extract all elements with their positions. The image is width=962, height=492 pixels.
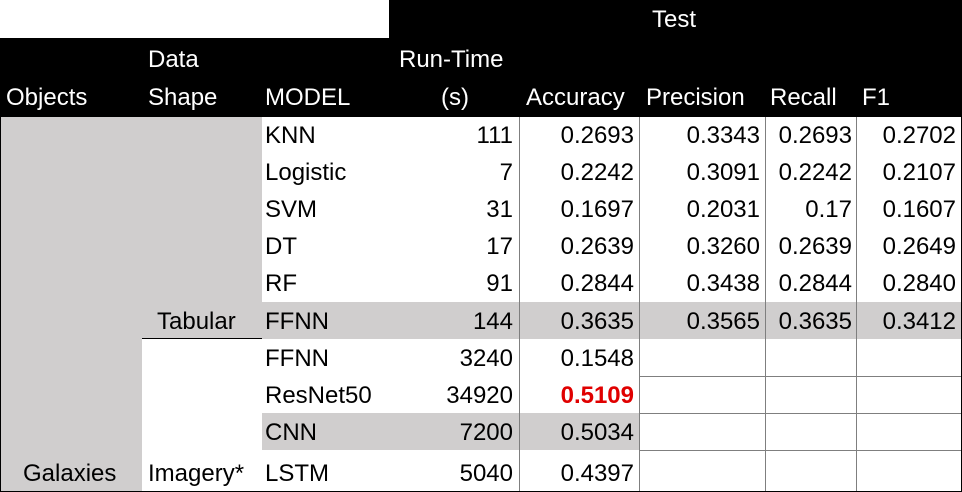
model-cell: Logistic <box>265 159 347 186</box>
imagery-shape-cell <box>142 339 262 492</box>
header-test: Test <box>652 6 697 33</box>
model-cell: CNN <box>265 419 317 446</box>
runtime-cell: 31 <box>486 196 513 223</box>
accuracy-cell: 0.2242 <box>560 159 634 186</box>
header-precision: Precision <box>646 84 745 111</box>
accuracy-cell: 0.5034 <box>560 419 634 446</box>
f1-cell: 0.2702 <box>882 122 956 149</box>
accuracy-cell: 0.1697 <box>560 196 634 223</box>
header-data-shape-line2: Shape <box>148 84 218 111</box>
runtime-cell: 7200 <box>459 419 513 446</box>
header-band <box>0 38 962 116</box>
f1-cell: 0.2649 <box>882 233 956 260</box>
recall-cell: 0.17 <box>805 196 852 223</box>
recall-cell: 0.2242 <box>778 159 852 186</box>
header-accuracy: Accuracy <box>526 84 625 111</box>
runtime-cell: 17 <box>486 233 513 260</box>
model-cell: DT <box>265 233 297 260</box>
precision-cell: 0.3091 <box>686 159 760 186</box>
grid-line <box>640 413 962 414</box>
cnn-row-shade <box>262 413 640 450</box>
recall-cell: 0.2693 <box>778 122 852 149</box>
accuracy-cell: 0.1548 <box>560 345 634 372</box>
recall-cell: 0.2639 <box>778 233 852 260</box>
precision-cell: 0.2031 <box>686 196 760 223</box>
ffnn-tabular-row-shade <box>262 302 962 339</box>
runtime-cell: 34920 <box>446 382 513 409</box>
f1-cell: 0.2107 <box>882 159 956 186</box>
accuracy-cell: 0.2844 <box>560 270 634 297</box>
grid-line <box>856 116 857 492</box>
recall-cell: 0.3635 <box>778 308 852 335</box>
runtime-cell: 111 <box>476 122 513 149</box>
accuracy-cell: 0.2693 <box>560 122 634 149</box>
runtime-cell: 3240 <box>459 345 513 372</box>
f1-cell: 0.1607 <box>882 196 956 223</box>
header-data-shape-line1: Data <box>148 46 199 73</box>
precision-cell: 0.3343 <box>686 122 760 149</box>
model-cell: SVM <box>265 196 318 223</box>
runtime-cell: 7 <box>499 159 513 186</box>
model-cell: RF <box>265 270 297 297</box>
runtime-cell: 5040 <box>459 460 513 487</box>
precision-cell: 0.3565 <box>686 308 760 335</box>
grid-line <box>640 376 962 377</box>
header-test-band <box>389 0 962 38</box>
shape-tabular: Tabular <box>157 308 236 335</box>
f1-cell: 0.3412 <box>882 308 956 335</box>
header-runtime-line1: Run-Time <box>399 46 504 73</box>
header-runtime-line2: (s) <box>441 84 469 111</box>
recall-cell: 0.2844 <box>778 270 852 297</box>
accuracy-cell: 0.2639 <box>560 233 634 260</box>
grid-line <box>765 116 766 492</box>
model-cell: FFNN <box>265 308 329 335</box>
accuracy-cell: 0.4397 <box>560 460 634 487</box>
grid-line <box>639 116 640 492</box>
precision-cell: 0.3438 <box>686 270 760 297</box>
grid-line <box>640 450 962 451</box>
runtime-cell: 91 <box>486 270 513 297</box>
shape-imagery: Imagery* <box>148 460 245 487</box>
accuracy-cell: 0.3635 <box>560 308 634 335</box>
accuracy-cell-best: 0.5109 <box>560 382 634 409</box>
runtime-cell: 144 <box>472 308 513 335</box>
header-model: MODEL <box>265 84 351 111</box>
header-f1: F1 <box>862 84 891 111</box>
f1-cell: 0.2840 <box>882 270 956 297</box>
objects-galaxies: Galaxies <box>23 460 117 487</box>
model-cell: ResNet50 <box>265 382 372 409</box>
precision-cell: 0.3260 <box>686 233 760 260</box>
model-cell: FFNN <box>265 345 329 372</box>
tabular-imagery-separator <box>142 338 262 339</box>
header-recall: Recall <box>770 84 837 111</box>
header-objects: Objects <box>6 84 88 111</box>
grid-line <box>519 116 520 492</box>
model-cell: KNN <box>265 122 316 149</box>
model-cell: LSTM <box>265 460 330 487</box>
